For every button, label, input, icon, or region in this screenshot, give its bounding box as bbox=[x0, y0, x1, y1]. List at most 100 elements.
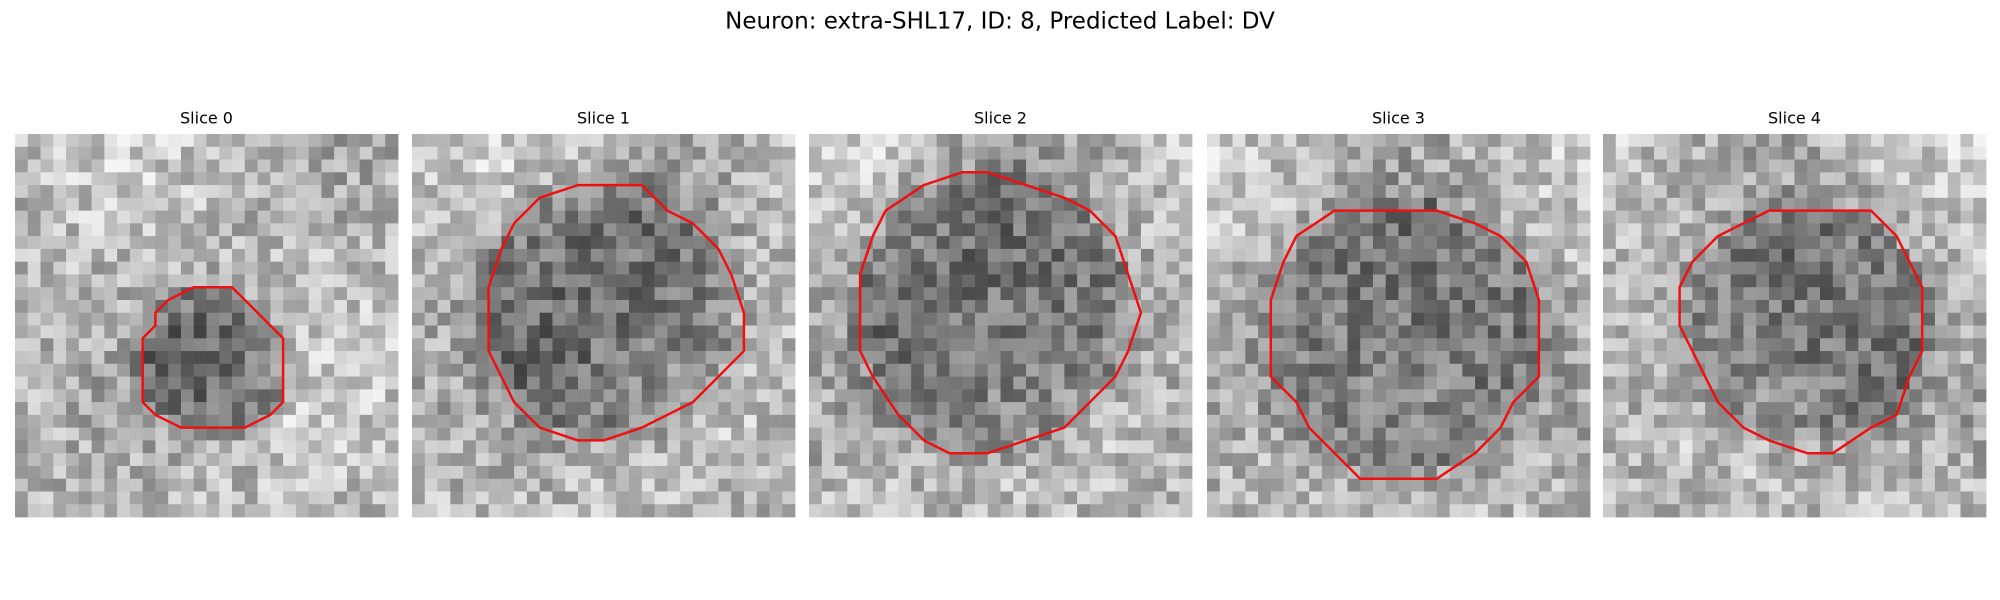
pixel bbox=[1372, 236, 1387, 250]
pixel bbox=[1038, 351, 1052, 365]
pixel bbox=[654, 210, 668, 224]
pixel bbox=[424, 312, 438, 326]
pixel bbox=[1832, 491, 1846, 505]
pixel bbox=[27, 312, 41, 326]
pixel bbox=[1179, 172, 1193, 186]
pixel bbox=[1449, 236, 1463, 250]
pixel bbox=[1411, 146, 1425, 160]
pixel bbox=[1513, 299, 1527, 314]
pixel bbox=[1832, 210, 1846, 224]
pixel bbox=[552, 465, 566, 480]
pixel bbox=[1538, 172, 1553, 186]
pixel bbox=[743, 491, 758, 505]
pixel bbox=[1347, 248, 1361, 263]
pixel bbox=[1089, 274, 1104, 288]
pixel bbox=[1947, 172, 1961, 186]
pixel bbox=[78, 248, 92, 263]
pixel bbox=[1654, 210, 1668, 224]
pixel bbox=[1089, 478, 1104, 492]
pixel bbox=[1564, 376, 1578, 390]
pixel bbox=[180, 312, 195, 326]
pixel bbox=[1385, 197, 1399, 211]
pixel bbox=[385, 210, 399, 224]
pixel bbox=[1360, 210, 1374, 224]
pixel bbox=[1398, 465, 1412, 480]
pixel bbox=[1947, 363, 1961, 377]
pixel bbox=[1513, 351, 1527, 365]
pixel bbox=[821, 338, 835, 352]
pixel bbox=[1947, 134, 1961, 148]
pixel bbox=[1947, 223, 1961, 237]
pixel bbox=[1258, 453, 1272, 467]
pixel bbox=[526, 478, 541, 492]
pixel bbox=[1077, 465, 1091, 480]
pixel bbox=[872, 223, 886, 237]
pixel bbox=[1551, 338, 1565, 352]
pixel bbox=[834, 134, 848, 148]
pixel bbox=[334, 504, 348, 518]
pixel bbox=[1449, 491, 1463, 505]
pixel bbox=[283, 427, 297, 441]
pixel bbox=[1679, 389, 1693, 403]
pixel bbox=[1794, 427, 1808, 441]
pixel bbox=[1730, 363, 1744, 377]
pixel bbox=[15, 427, 29, 441]
pixel bbox=[629, 172, 643, 186]
pixel bbox=[1115, 146, 1129, 160]
pixel bbox=[334, 338, 348, 352]
pixel bbox=[514, 274, 528, 288]
pixel bbox=[488, 197, 502, 211]
pixel bbox=[1398, 159, 1412, 173]
pixel bbox=[104, 402, 118, 416]
pixel bbox=[1321, 325, 1336, 339]
pixel bbox=[1424, 287, 1438, 301]
pixel bbox=[1334, 312, 1348, 326]
pixel bbox=[1832, 325, 1846, 339]
pixel bbox=[104, 351, 118, 365]
pixel bbox=[654, 414, 668, 429]
pixel bbox=[552, 312, 566, 326]
pixel bbox=[962, 351, 976, 365]
pixel bbox=[1245, 351, 1259, 365]
pixel bbox=[283, 236, 297, 250]
pixel bbox=[1102, 146, 1116, 160]
pixel bbox=[1309, 402, 1323, 416]
pixel bbox=[1641, 185, 1655, 199]
pixel bbox=[923, 312, 938, 326]
pixel bbox=[1462, 197, 1476, 211]
pixel bbox=[359, 504, 373, 518]
pixel bbox=[1398, 134, 1412, 148]
pixel bbox=[667, 248, 681, 263]
pixel bbox=[283, 478, 297, 492]
pixel bbox=[1207, 159, 1221, 173]
pixel bbox=[1692, 312, 1706, 326]
pixel bbox=[539, 453, 553, 467]
pixel bbox=[1245, 465, 1259, 480]
pixel bbox=[1526, 146, 1540, 160]
pixel bbox=[168, 134, 182, 148]
pixel bbox=[718, 172, 732, 186]
pixel bbox=[885, 248, 899, 263]
pixel bbox=[1232, 376, 1246, 390]
pixel bbox=[1026, 223, 1040, 237]
pixel bbox=[1013, 146, 1027, 160]
pixel bbox=[936, 287, 950, 301]
pixel bbox=[424, 274, 438, 288]
pixel bbox=[1526, 248, 1540, 263]
pixel bbox=[565, 440, 579, 454]
pixel bbox=[1347, 312, 1361, 326]
pixel bbox=[321, 389, 335, 403]
pixel bbox=[1360, 338, 1374, 352]
pixel bbox=[412, 146, 426, 160]
pixel bbox=[1743, 491, 1757, 505]
pixel bbox=[257, 504, 271, 518]
pixel bbox=[1615, 236, 1629, 250]
pixel bbox=[974, 172, 989, 186]
pixel bbox=[1871, 185, 1885, 199]
pixel bbox=[1883, 197, 1898, 211]
pixel bbox=[743, 465, 758, 480]
pixel bbox=[27, 427, 41, 441]
pixel bbox=[91, 210, 105, 224]
pixel bbox=[27, 236, 41, 250]
pixel bbox=[475, 146, 489, 160]
